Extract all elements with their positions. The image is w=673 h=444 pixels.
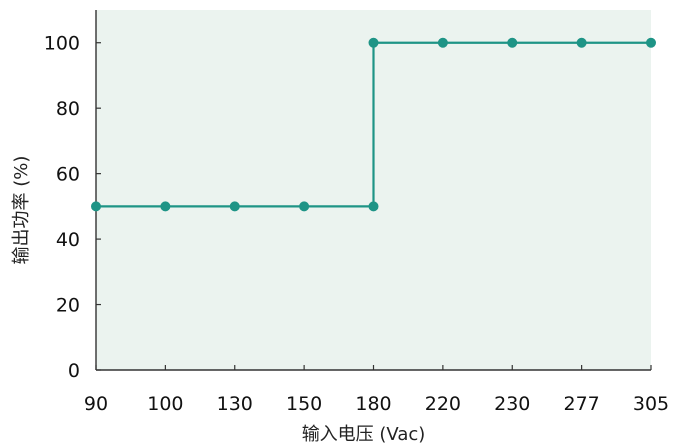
series [91, 37, 656, 212]
data-point [299, 201, 310, 212]
y-tick-label: 80 [56, 98, 80, 120]
y-tick-label: 40 [56, 229, 80, 251]
x-tick-label: 150 [286, 393, 322, 415]
y-tick-label: 100 [44, 33, 80, 55]
y-axis-title: 输出功率 (%) [11, 156, 32, 265]
x-tick-label: 230 [494, 393, 530, 415]
x-tick-label: 100 [147, 393, 183, 415]
data-point [368, 37, 379, 48]
x-tick-label: 305 [633, 393, 669, 415]
y-tick-label: 60 [56, 164, 80, 186]
data-point [160, 201, 171, 212]
data-point [368, 201, 379, 212]
data-point [91, 201, 101, 212]
x-tick-label: 277 [563, 393, 599, 415]
x-tick-label: 130 [217, 393, 253, 415]
data-point [507, 37, 518, 48]
y-tick-label: 0 [68, 360, 80, 382]
y-tick-label: 20 [56, 295, 80, 317]
x-tick-label: 220 [425, 393, 461, 415]
data-point [576, 37, 587, 48]
x-tick-label: 180 [355, 393, 391, 415]
x-ticks: 90 100 130 150 180 220 230 277 305 [84, 365, 669, 415]
x-axis-title: 输入电压 (Vac) [302, 424, 426, 444]
series-line [96, 41, 651, 208]
data-point [229, 201, 240, 212]
data-point [437, 37, 448, 48]
x-tick-label: 90 [84, 393, 108, 415]
data-point [646, 37, 656, 48]
y-ticks: 0 20 40 60 80 100 [44, 33, 101, 382]
